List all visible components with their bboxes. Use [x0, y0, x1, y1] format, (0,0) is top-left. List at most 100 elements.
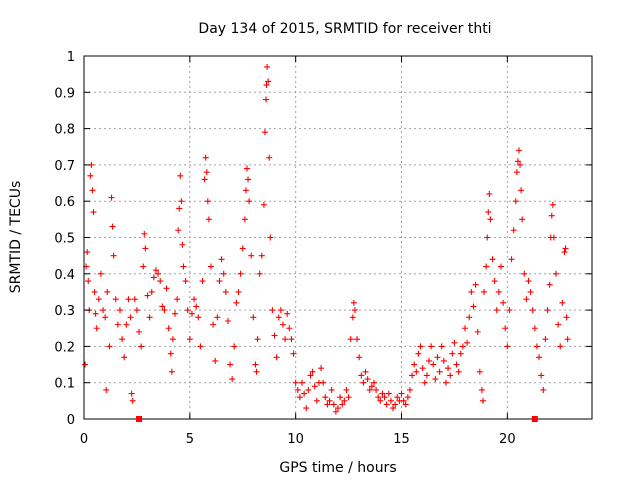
data-point [253, 368, 260, 375]
data-point [208, 263, 214, 270]
data-point [404, 394, 411, 401]
data-point [519, 216, 526, 223]
data-point [148, 288, 155, 295]
data-point [555, 321, 562, 328]
data-point [290, 350, 297, 357]
data-point [464, 339, 471, 346]
data-point [432, 376, 439, 383]
data-point [218, 256, 225, 263]
data-point [377, 397, 384, 404]
data-point [95, 296, 102, 303]
data-point [400, 397, 407, 404]
data-point [222, 288, 229, 295]
data-point [248, 252, 255, 259]
data-point [476, 368, 483, 375]
data-point [486, 190, 493, 197]
data-point [373, 386, 380, 393]
data-point [199, 278, 206, 285]
data-point [246, 198, 253, 205]
data-point [146, 314, 153, 321]
data-point [419, 365, 426, 372]
data-point [184, 307, 191, 314]
y-tick-label: 0.3 [54, 304, 75, 319]
data-point [497, 263, 504, 270]
data-point [502, 325, 509, 332]
data-point [455, 368, 462, 375]
data-point [345, 394, 352, 401]
data-point [204, 198, 211, 205]
data-point [339, 401, 346, 408]
data-point [347, 336, 354, 343]
data-point [242, 187, 249, 194]
data-point [330, 401, 337, 408]
data-point [114, 321, 121, 328]
data-point [159, 303, 166, 310]
data-point [84, 249, 91, 256]
data-point [177, 172, 184, 179]
data-point [466, 314, 473, 321]
data-point [430, 361, 437, 368]
data-point [527, 288, 534, 295]
data-point [110, 252, 117, 259]
data-point [489, 256, 496, 263]
data-point [322, 394, 329, 401]
data-point [116, 307, 123, 314]
data-point [337, 394, 344, 401]
data-point [163, 285, 170, 292]
data-point [109, 223, 116, 230]
data-point [169, 336, 176, 343]
data-point [237, 270, 244, 277]
data-point [318, 365, 325, 372]
data-point [394, 394, 401, 401]
data-point [152, 267, 159, 274]
data-point [172, 310, 179, 317]
data-point [381, 394, 388, 401]
data-point [512, 198, 519, 205]
data-point [104, 288, 111, 295]
data-point [103, 386, 110, 393]
data-point [239, 245, 246, 252]
data-point [106, 343, 113, 350]
data-point [434, 354, 441, 361]
data-point [540, 386, 547, 393]
data-point [362, 368, 369, 375]
x-tick-label: 20 [499, 432, 516, 447]
data-point [112, 296, 119, 303]
data-point [423, 372, 430, 379]
chart-title: Day 134 of 2015, SRMTID for receiver tht… [198, 21, 491, 37]
data-point [478, 386, 485, 393]
data-point [549, 201, 556, 208]
data-point [544, 307, 551, 314]
data-point [553, 270, 560, 277]
data-point [93, 325, 100, 332]
data-point [487, 216, 494, 223]
data-point [182, 278, 189, 285]
data-point [176, 205, 183, 212]
data-point [119, 336, 126, 343]
data-point [186, 336, 193, 343]
data-point [562, 245, 569, 252]
data-point [241, 216, 248, 223]
data-point [125, 296, 132, 303]
data-point [282, 336, 289, 343]
data-point [178, 198, 185, 205]
data-point [409, 372, 416, 379]
data-point [203, 169, 210, 176]
data-point [483, 263, 490, 270]
data-point [165, 325, 172, 332]
data-point [142, 245, 149, 252]
data-point [481, 288, 488, 295]
data-point [299, 379, 306, 386]
data-point [518, 187, 525, 194]
data-point [243, 165, 250, 172]
data-point [271, 332, 278, 339]
data-point [406, 386, 413, 393]
data-point [358, 372, 365, 379]
data-point [349, 314, 356, 321]
data-point [538, 372, 545, 379]
y-tick-label: 0.4 [54, 268, 75, 283]
data-point [415, 350, 422, 357]
data-point [307, 372, 314, 379]
data-point [332, 408, 339, 415]
data-point [191, 296, 198, 303]
